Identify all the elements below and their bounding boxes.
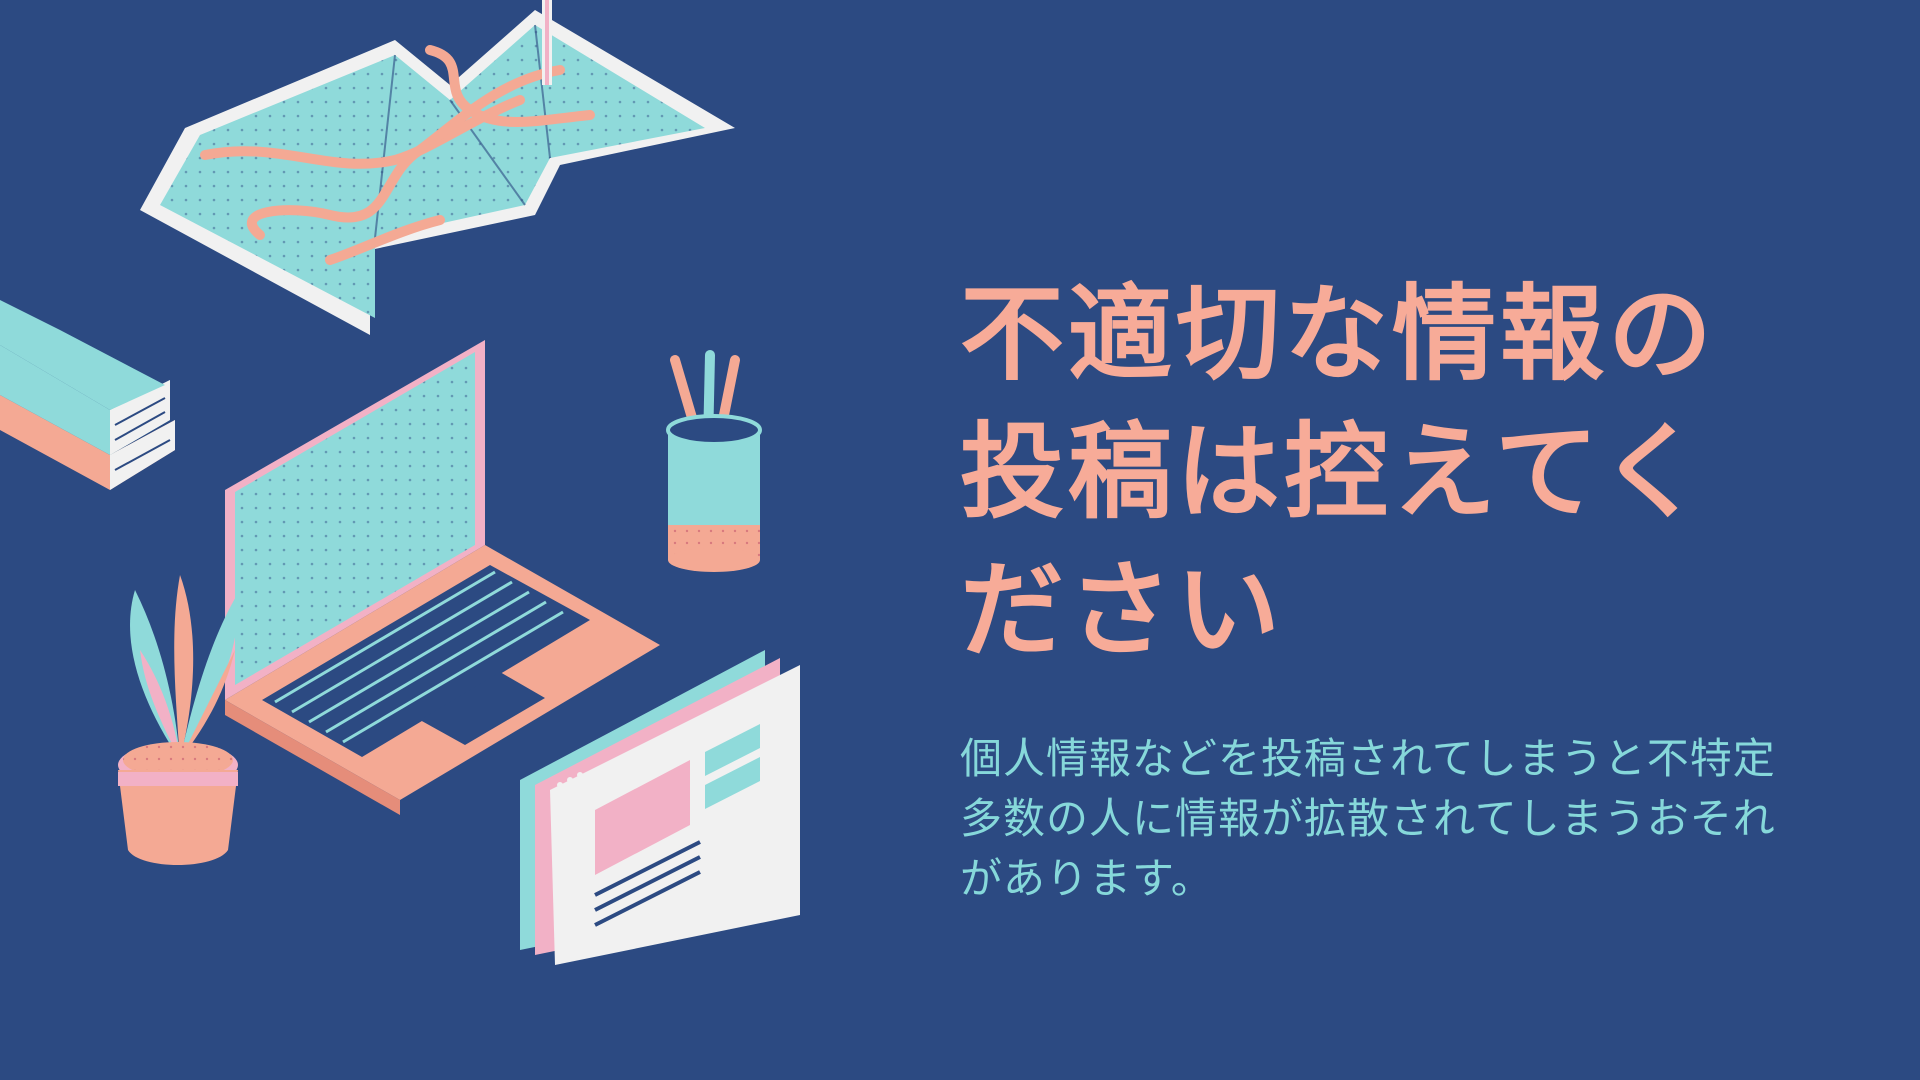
headline-line: 不適切な情報の (960, 273, 1717, 395)
browser-window-icon (520, 650, 800, 965)
headline-line: ださい (960, 549, 1285, 671)
text-block: 不適切な情報の 投稿は控えてく ださい 個人情報などを投稿されてしまうと不特定 … (960, 265, 1850, 909)
laptop-icon (225, 340, 660, 815)
body-text: 個人情報などを投稿されてしまうと不特定 多数の人に情報が拡散されてしまうおそれ … (960, 729, 1850, 909)
workspace-illustration (0, 0, 800, 965)
potted-plant-icon (118, 575, 240, 865)
headline: 不適切な情報の 投稿は控えてく ださい (960, 265, 1850, 679)
body-line: 個人情報などを投稿されてしまうと不特定 (960, 734, 1776, 783)
headline-line: 投稿は控えてく (960, 411, 1708, 533)
map-pin-icon (542, 0, 552, 85)
body-line: 多数の人に情報が拡散されてしまうおそれ (960, 794, 1776, 843)
book-stack-icon (0, 300, 175, 490)
folded-map-icon (140, 10, 735, 335)
body-line: があります。 (960, 854, 1214, 903)
pencil-cup-icon (666, 350, 762, 572)
